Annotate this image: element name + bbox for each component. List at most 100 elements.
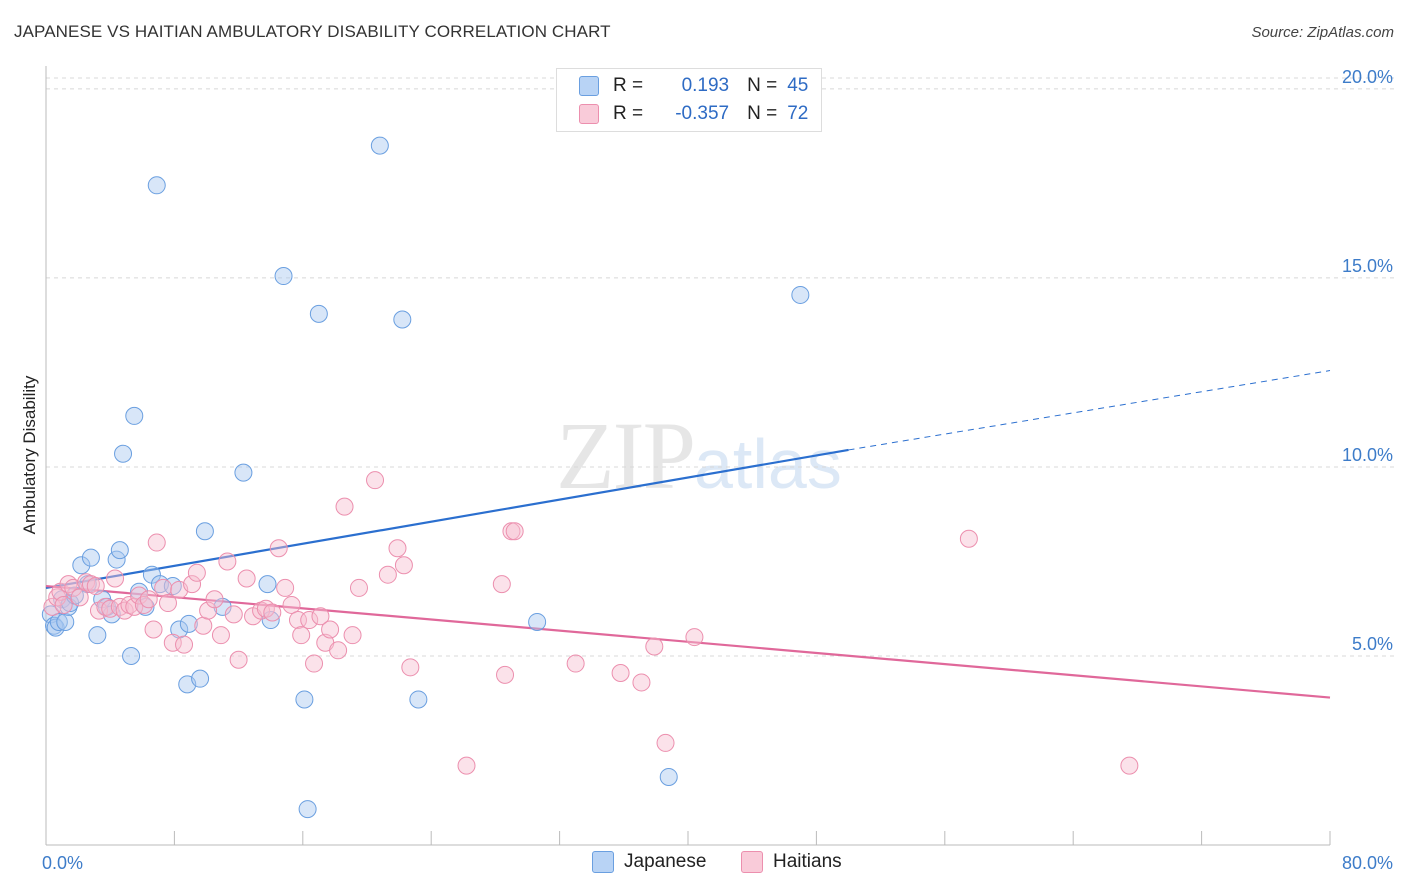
data-points	[41, 136, 1139, 819]
haitians-point-69	[645, 637, 664, 656]
haitians-point-48	[305, 654, 324, 673]
japanese-trend-line	[45, 448, 849, 590]
japanese-point-42	[409, 690, 428, 709]
haitians-point-61	[457, 756, 476, 775]
legend-japanese-swatch	[592, 851, 614, 873]
haitians-r-value: -0.357	[675, 103, 730, 124]
stats-legend: R = 0.193 N = 45 R = -0.357 N = 72	[556, 68, 822, 132]
haitians-swatch	[579, 104, 599, 124]
japanese-point-16	[107, 550, 126, 569]
japanese-point-37	[295, 690, 314, 709]
y-tick-label-1: 10.0%	[1342, 445, 1393, 465]
japanese-point-24	[147, 176, 166, 195]
japanese-point-19	[122, 646, 141, 665]
legend-row-haitians: R = -0.357 N = 72	[579, 100, 808, 128]
japanese-point-3	[49, 612, 68, 631]
haitians-point-73	[1120, 756, 1139, 775]
haitians-point-44	[282, 595, 301, 614]
haitians-n-label: N =	[747, 103, 778, 124]
axes	[45, 66, 1331, 846]
haitians-point-0	[43, 597, 62, 616]
japanese-point-12	[88, 626, 107, 645]
japanese-n-label: N =	[747, 75, 778, 96]
japanese-point-31	[195, 522, 214, 541]
haitians-point-60	[401, 658, 420, 677]
haitians-point-28	[183, 575, 202, 594]
tick-labels: 5.0% 10.0% 15.0% 20.0% 0.0% 80.0%	[42, 67, 1393, 873]
japanese-point-39	[309, 304, 328, 323]
legend-item-haitians: Haitians	[741, 851, 842, 873]
japanese-trend-extension	[848, 370, 1331, 451]
haitians-point-20	[139, 590, 158, 609]
haitians-point-36	[229, 650, 248, 669]
haitians-point-22	[147, 533, 166, 552]
haitians-point-29	[187, 563, 206, 582]
japanese-point-9	[72, 556, 91, 575]
haitians-point-49	[311, 607, 330, 626]
y-tick-label-2: 15.0%	[1342, 256, 1393, 276]
japanese-point-11	[81, 548, 100, 567]
haitians-point-62	[492, 575, 511, 594]
haitians-point-27	[175, 635, 194, 654]
haitians-point-34	[218, 552, 237, 571]
haitians-point-35	[224, 605, 243, 624]
haitians-point-21	[144, 620, 163, 639]
haitians-point-57	[378, 565, 397, 584]
haitians-r-label: R =	[613, 103, 644, 124]
haitians-point-68	[632, 673, 651, 692]
japanese-point-44	[659, 767, 678, 786]
legend-row-japanese: R = 0.193 N = 45	[579, 72, 808, 100]
haitians-point-23	[154, 578, 173, 597]
x-tick-label-min: 0.0%	[42, 853, 83, 873]
japanese-n-value: 45	[787, 75, 809, 96]
haitians-point-65	[505, 522, 524, 541]
y-tick-label-0: 5.0%	[1352, 634, 1393, 654]
haitians-point-19	[134, 595, 153, 614]
haitians-point-63	[496, 665, 515, 684]
trend-lines	[45, 370, 1331, 699]
chart-source: Source: ZipAtlas.com	[1251, 24, 1394, 41]
haitians-point-55	[349, 578, 368, 597]
series-legend: Japanese Haitians	[0, 851, 1406, 877]
haitians-trend-line	[45, 584, 1331, 699]
chart-title: JAPANESE VS HAITIAN AMBULATORY DISABILIT…	[14, 22, 611, 41]
haitians-point-58	[388, 539, 407, 558]
haitians-point-51	[321, 620, 340, 639]
watermark: ZIPatlas	[556, 400, 842, 511]
haitians-n-value: 72	[787, 103, 809, 124]
haitians-point-31	[199, 601, 218, 620]
haitians-point-47	[300, 611, 319, 630]
legend-japanese-label: Japanese	[624, 851, 707, 872]
japanese-r-label: R =	[613, 75, 644, 96]
japanese-point-34	[258, 575, 277, 594]
x-tick-label-max: 80.0%	[1342, 853, 1393, 873]
haitians-point-9	[86, 577, 105, 596]
haitians-point-54	[343, 626, 362, 645]
y-tick-label-3: 20.0%	[1342, 67, 1393, 87]
japanese-point-33	[234, 463, 253, 482]
watermark-zip: ZIP	[556, 402, 696, 509]
haitians-point-53	[335, 497, 354, 516]
haitians-point-72	[959, 529, 978, 548]
japanese-point-40	[370, 136, 389, 155]
japanese-point-30	[191, 669, 210, 688]
haitians-point-59	[394, 556, 413, 575]
haitians-point-18	[130, 586, 149, 605]
japanese-swatch	[579, 76, 599, 96]
japanese-point-5	[56, 612, 75, 631]
grid	[46, 77, 1394, 657]
haitians-point-56	[366, 471, 385, 490]
japanese-point-35	[261, 611, 280, 630]
haitians-point-13	[106, 569, 125, 588]
japanese-point-28	[179, 614, 198, 633]
haitians-point-32	[205, 590, 224, 609]
legend-item-japanese: Japanese	[592, 851, 706, 873]
japanese-point-36	[274, 267, 293, 286]
haitians-point-30	[194, 616, 213, 635]
haitians-point-37	[237, 569, 256, 588]
japanese-point-17	[110, 541, 129, 560]
haitians-point-6	[70, 588, 89, 607]
haitians-point-71	[685, 628, 704, 647]
japanese-point-38	[298, 800, 317, 819]
